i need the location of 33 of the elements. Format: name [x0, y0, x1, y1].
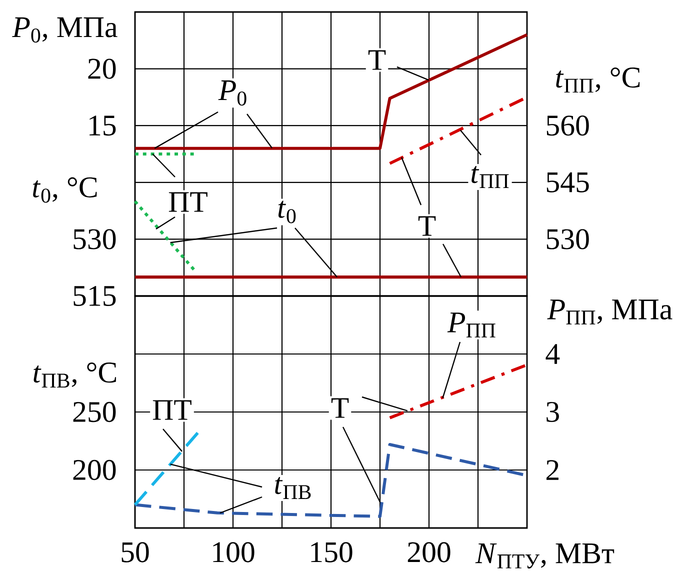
- y2-tick-label: 560: [546, 116, 589, 136]
- y3-tick-label: 515: [74, 286, 116, 306]
- annotation: Т: [418, 216, 436, 236]
- x-tick-label: 100: [213, 542, 254, 562]
- y2-axis-title: P$_{ПП}$, МПа: [547, 300, 672, 324]
- x-tick-label: 50: [122, 542, 149, 562]
- y-tick-label: 20: [88, 58, 116, 79]
- y-tick-label: 15: [90, 116, 116, 136]
- annotation: ПТ: [168, 192, 208, 212]
- annotation: P$_{0}$: [218, 80, 246, 106]
- y2-axis-title: t$_{ПП}$, °C: [556, 67, 640, 93]
- annotation: ПТ: [152, 400, 192, 420]
- y2-tick-label: 2: [546, 460, 558, 480]
- x-tick-label: 200: [408, 542, 450, 562]
- annotation: t$_{ПП}$: [472, 166, 509, 188]
- y2-tick-label: 530: [546, 229, 589, 250]
- x-axis-title: N$_{ПТУ}$, МВт: [475, 544, 614, 568]
- annotation: Т: [368, 50, 386, 70]
- y3-tick-label: 530: [74, 229, 116, 250]
- x-tick-label: 150: [311, 542, 352, 562]
- y-axis-title: P$_{0}$, МПа: [12, 17, 118, 43]
- y2-tick-label: 3: [546, 402, 559, 422]
- y2-tick-label: 545: [546, 172, 589, 192]
- annotation: P$_{ПП}$: [447, 312, 496, 338]
- y-axis-title: t$_{ПВ}$, °C: [34, 362, 116, 388]
- y-tick-label: 250: [73, 402, 116, 422]
- y2-tick-label: 4: [546, 344, 560, 364]
- y-tick-label: 200: [73, 460, 116, 480]
- y3-axis-title: t$_{0}$, °C: [32, 177, 97, 203]
- annotation: Т: [331, 398, 349, 418]
- annotation: t$_{ПВ}$: [275, 476, 311, 500]
- annotation: t$_{0}$: [278, 200, 296, 224]
- line-series: [134, 442, 525, 518]
